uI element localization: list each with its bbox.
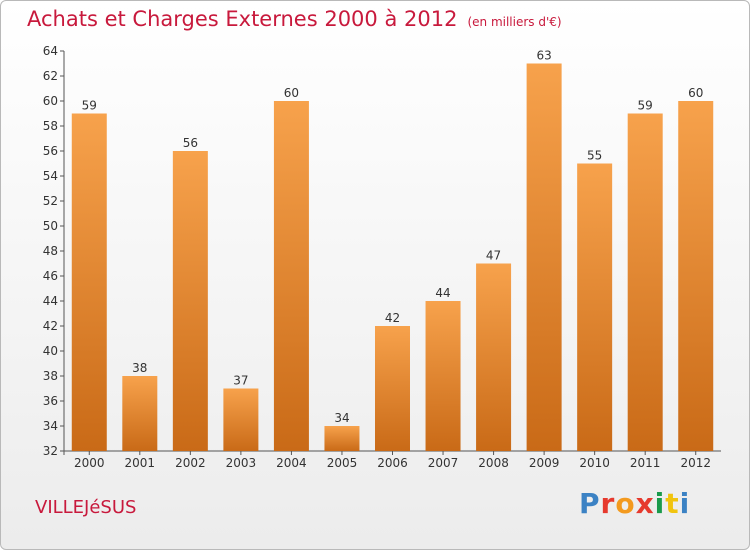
x-tick-label-2011: 2011 xyxy=(630,456,661,470)
x-tick-label-2010: 2010 xyxy=(579,456,610,470)
y-tick-label: 48 xyxy=(43,244,58,258)
bar-2008 xyxy=(476,263,512,451)
data-label-2010: 55 xyxy=(587,149,602,163)
bar-2007 xyxy=(425,301,461,451)
x-tick-label-2009: 2009 xyxy=(529,456,560,470)
y-tick-label: 44 xyxy=(43,294,58,308)
x-tick-label-2002: 2002 xyxy=(175,456,206,470)
data-label-2007: 44 xyxy=(435,286,450,300)
y-tick-label: 52 xyxy=(43,194,58,208)
data-label-2003: 37 xyxy=(233,374,248,388)
y-tick-label: 56 xyxy=(43,144,58,158)
data-label-2011: 59 xyxy=(638,99,653,113)
bar-2001 xyxy=(122,376,158,451)
data-label-2004: 60 xyxy=(284,86,299,100)
axes: 32 34 36 38 40 42 44 46 48 50 52 54 56 58 60 62 64 2000 20… xyxy=(43,44,721,470)
commune-name: VILLEJéSUS xyxy=(35,497,137,518)
data-labels: 59 38 56 37 60 34 42 44 47 63 55 59 60 xyxy=(82,49,704,426)
x-tick-label-2008: 2008 xyxy=(478,456,509,470)
x-tick-label-2004: 2004 xyxy=(276,456,307,470)
bars xyxy=(71,63,714,451)
x-tick-label-2003: 2003 xyxy=(226,456,257,470)
y-tick-label: 36 xyxy=(43,394,58,408)
bar-2005 xyxy=(324,426,360,451)
y-tick-label: 60 xyxy=(43,94,58,108)
y-tick-label: 38 xyxy=(43,369,58,383)
bar-2009 xyxy=(526,63,562,451)
data-label-2002: 56 xyxy=(183,136,198,150)
chart-unit: (en milliers d'€) xyxy=(467,15,562,29)
y-tick-label: 32 xyxy=(43,444,58,458)
y-tick-label: 42 xyxy=(43,319,58,333)
data-label-2000: 59 xyxy=(82,99,97,113)
x-tick-label-2005: 2005 xyxy=(327,456,358,470)
y-tick-label: 64 xyxy=(43,44,58,58)
y-tick-label: 54 xyxy=(43,169,58,183)
bar-2002 xyxy=(172,151,208,451)
data-label-2008: 47 xyxy=(486,249,501,263)
bar-2000 xyxy=(71,113,107,451)
bar-2004 xyxy=(273,101,309,451)
bar-2006 xyxy=(375,326,410,451)
y-tick-label: 46 xyxy=(43,269,58,283)
y-tick-label: 58 xyxy=(43,119,58,133)
bar-2003 xyxy=(223,388,259,451)
data-label-2001: 38 xyxy=(132,361,147,375)
x-tick-label-2000: 2000 xyxy=(74,456,105,470)
data-label-2006: 42 xyxy=(385,311,400,325)
y-tick-label: 40 xyxy=(43,344,58,358)
data-label-2009: 63 xyxy=(536,49,551,63)
x-tick-label-2001: 2001 xyxy=(125,456,156,470)
chart-title: Achats et Charges Externes 2000 à 2012 (e… xyxy=(27,7,562,31)
chart-title-text: Achats et Charges Externes 2000 à 2012 xyxy=(27,7,458,31)
x-tick-label-2012: 2012 xyxy=(680,456,711,470)
bar-2011 xyxy=(627,113,663,451)
data-label-2005: 34 xyxy=(334,411,349,425)
x-tick-label-2007: 2007 xyxy=(428,456,459,470)
y-tick-label: 62 xyxy=(43,69,58,83)
x-tick-label-2006: 2006 xyxy=(377,456,408,470)
proxiti-logo: Proxiti xyxy=(579,487,691,520)
data-label-2012: 60 xyxy=(688,86,703,100)
y-tick-label: 50 xyxy=(43,219,58,233)
bar-2010 xyxy=(577,163,613,451)
bar-2012 xyxy=(678,101,714,451)
y-tick-label: 34 xyxy=(43,419,58,433)
